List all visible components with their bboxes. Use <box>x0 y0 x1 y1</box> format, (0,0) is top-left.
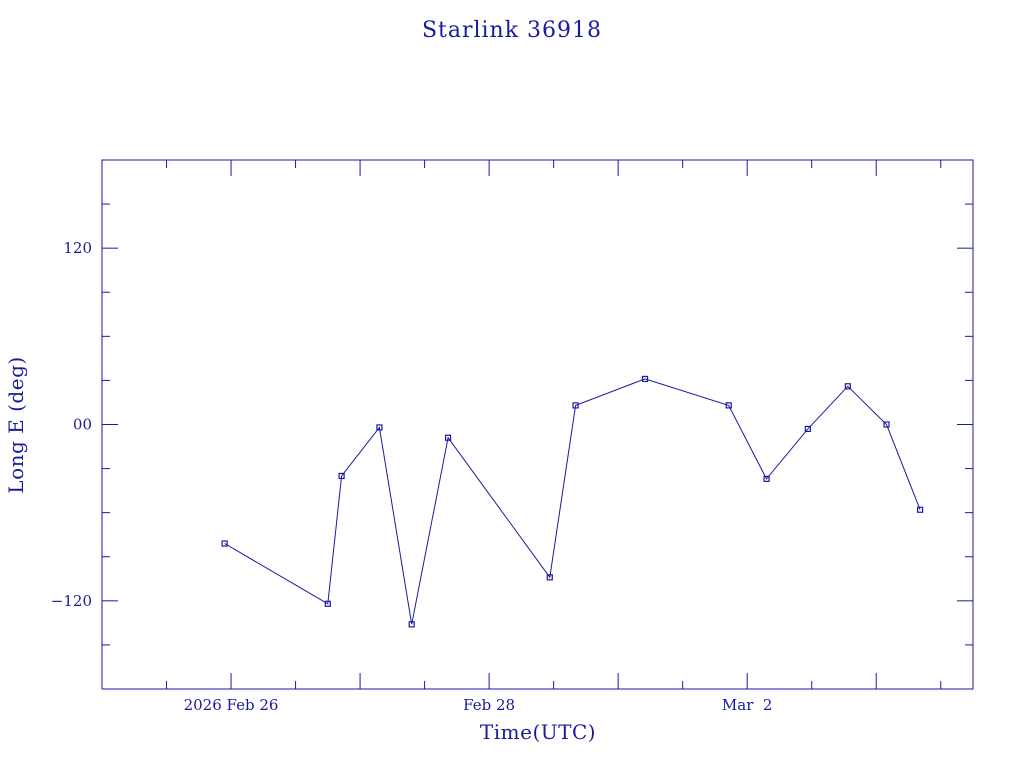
data-point <box>376 424 383 431</box>
x-axis-label: Time(UTC) <box>480 720 596 744</box>
data-point <box>572 402 579 409</box>
data-point <box>408 621 415 628</box>
plot-frame <box>101 159 974 690</box>
data-point <box>763 475 770 482</box>
data-point <box>917 506 924 513</box>
series-line <box>224 378 921 625</box>
x-tick-label: Feb 28 <box>463 696 515 714</box>
data-point <box>444 434 452 441</box>
data-point <box>546 574 553 581</box>
data-point <box>725 402 732 409</box>
data-series <box>221 375 924 628</box>
x-tick-label: Mar 2 <box>722 696 773 714</box>
data-point <box>221 540 228 547</box>
y-tick-label: 00 <box>73 416 92 434</box>
data-point <box>324 600 331 607</box>
data-point <box>883 421 890 428</box>
y-tick-label: −120 <box>51 592 92 610</box>
data-point <box>804 425 811 433</box>
y-tick-label: 120 <box>63 239 92 257</box>
tick-labels: 120 00 −120 2026 Feb 26 Feb 28 Mar 2 <box>51 239 773 714</box>
y-axis-label: Long E (deg) <box>4 356 28 493</box>
x-tick-label: 2026 Feb 26 <box>184 696 279 714</box>
data-point <box>641 375 649 383</box>
axis-ticks <box>102 160 973 689</box>
chart-title: Starlink 36918 <box>422 18 602 43</box>
data-point <box>844 383 851 390</box>
data-point <box>338 472 345 480</box>
